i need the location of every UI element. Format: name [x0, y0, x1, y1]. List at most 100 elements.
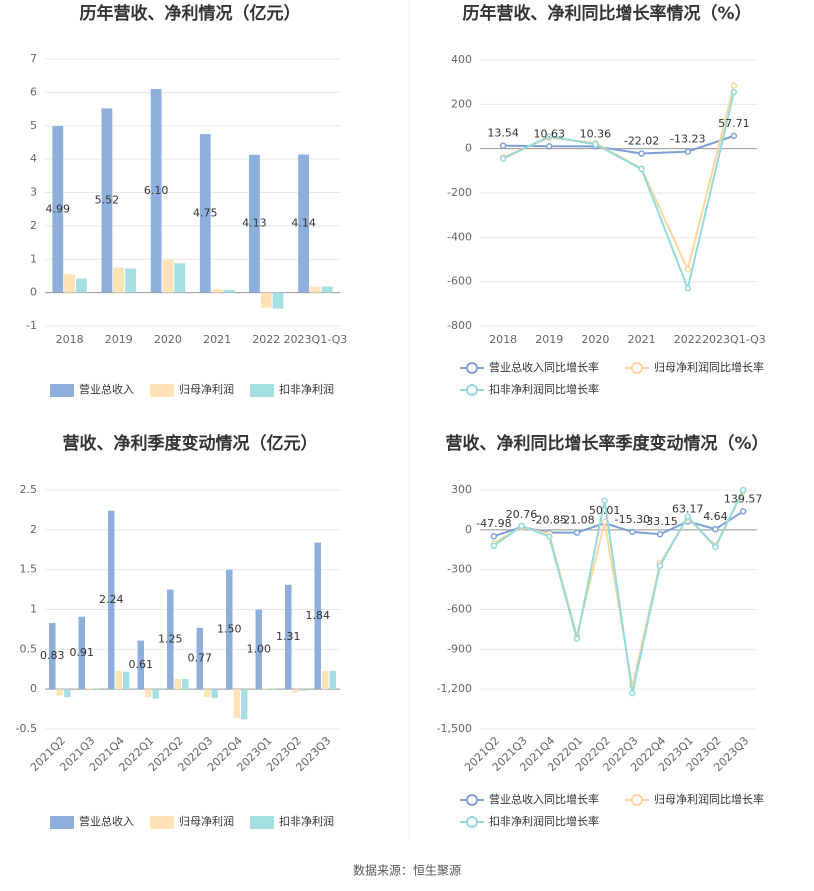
y-tick-label: -600 — [447, 275, 472, 288]
bar — [56, 689, 63, 696]
bar — [310, 286, 321, 293]
line — [503, 134, 735, 155]
y-tick-label: -1 — [26, 319, 37, 332]
bar — [162, 259, 174, 293]
y-tick-label: 0 — [465, 142, 472, 155]
value-label: 10.36 — [580, 127, 612, 140]
bar — [137, 640, 145, 690]
x-tick-label: 2018 — [56, 333, 84, 346]
bar — [314, 542, 322, 690]
value-label: -47.98 — [476, 517, 511, 530]
bar — [63, 689, 71, 698]
chart-title: 历年营收、净利情况（亿元） — [80, 3, 301, 24]
legend-swatch — [631, 362, 643, 374]
y-tick-label: -400 — [447, 230, 472, 243]
value-label: 4.64 — [703, 510, 728, 523]
bar — [285, 584, 292, 690]
bar — [211, 689, 218, 698]
legend-label: 营业总收入同比增长率 — [489, 360, 599, 374]
chart-title: 营收、净利同比增长率季度变动情况（%） — [445, 433, 768, 454]
y-tick-label: -900 — [447, 642, 472, 655]
legend-swatch — [466, 794, 478, 806]
legend-label: 归母净利润 — [179, 814, 234, 828]
value-label: 4.14 — [291, 217, 316, 230]
legend-label: 营业总收入 — [79, 814, 134, 828]
bar — [115, 670, 122, 690]
point — [546, 143, 553, 150]
x-tick-label: 2023Q1-Q3 — [702, 333, 766, 346]
point — [573, 529, 581, 536]
value-label: 2.24 — [99, 593, 124, 606]
bar — [181, 678, 189, 690]
point — [490, 542, 498, 550]
y-tick-label: 6 — [30, 85, 37, 98]
legend-label: 营业总收入 — [79, 382, 134, 396]
y-tick-label: 1.5 — [20, 563, 38, 576]
value-label: 0.61 — [129, 658, 154, 671]
y-tick-label: -0.5 — [16, 722, 37, 735]
point — [546, 533, 553, 540]
bar — [196, 627, 204, 690]
point — [546, 133, 553, 140]
value-label: 1.31 — [276, 630, 301, 643]
y-tick-label: -1,200 — [437, 682, 472, 695]
bar — [174, 263, 186, 293]
value-label: 57.71 — [718, 117, 750, 130]
point — [656, 530, 664, 538]
point — [656, 562, 664, 569]
point — [684, 148, 691, 155]
value-label: -22.02 — [624, 135, 659, 148]
bar — [249, 154, 260, 293]
bar — [322, 670, 329, 690]
y-tick-label: 0 — [30, 286, 37, 299]
bar — [145, 689, 152, 698]
bar — [260, 292, 272, 308]
y-tick-label: 0 — [465, 523, 472, 536]
value-label: 0.91 — [70, 646, 95, 659]
bar — [329, 670, 336, 690]
legend-swatch — [50, 816, 74, 829]
point — [730, 88, 738, 96]
bar — [152, 689, 159, 699]
point — [499, 142, 507, 149]
bar — [150, 89, 162, 293]
x-tick-label: 2020 — [154, 333, 182, 346]
bar — [199, 134, 211, 293]
legend-label: 扣非净利润 — [279, 382, 334, 396]
y-tick-label: -200 — [447, 186, 472, 199]
bar — [108, 510, 115, 690]
y-tick-label: 0 — [30, 682, 37, 695]
line — [493, 489, 745, 694]
point — [499, 155, 507, 162]
x-tick-label: 2019 — [105, 333, 133, 346]
point — [712, 543, 719, 551]
value-label: 5.52 — [95, 194, 120, 207]
bar — [223, 289, 235, 293]
bar — [93, 688, 100, 690]
point — [638, 165, 645, 173]
value-label: -33.15 — [642, 515, 677, 528]
bar — [174, 678, 181, 690]
point — [518, 522, 525, 530]
x-tick-label: 2019 — [535, 333, 563, 346]
bar — [122, 671, 130, 690]
x-tick-label: 2021 — [203, 333, 231, 346]
value-label: -20.85 — [532, 514, 567, 527]
value-label: 4.75 — [193, 206, 218, 219]
value-label: 139.57 — [724, 492, 763, 505]
bar — [255, 609, 263, 690]
y-tick-label: 7 — [30, 52, 37, 65]
value-label: 4.99 — [46, 202, 71, 215]
legend-swatch — [466, 384, 478, 396]
x-tick-label: 2018 — [489, 333, 517, 346]
value-label: -21.08 — [559, 514, 594, 527]
point — [629, 689, 636, 697]
bar — [321, 286, 333, 293]
bar — [226, 569, 233, 690]
bar — [233, 689, 240, 718]
y-tick-label: -800 — [447, 319, 472, 332]
y-tick-label: 3 — [30, 186, 37, 199]
value-label: 0.83 — [40, 649, 65, 662]
legend-label: 营业总收入同比增长率 — [489, 792, 599, 806]
